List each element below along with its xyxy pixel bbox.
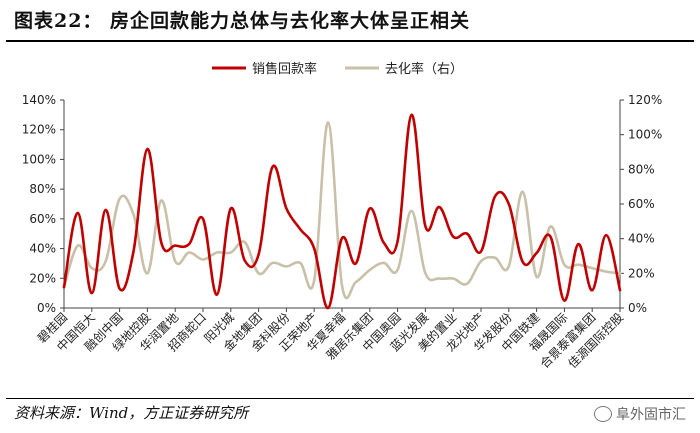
watermark-text: 阜外固市汇 [616, 407, 686, 423]
watermark: 阜外固市汇 [594, 404, 686, 424]
series-line-sell-through [62, 121, 622, 300]
right-tick-label: 120% [628, 93, 662, 107]
left-tick-label: 40% [29, 242, 56, 256]
left-tick-label: 120% [22, 123, 56, 137]
right-tick-label: 80% [628, 162, 655, 176]
left-tick-label: 20% [29, 271, 56, 285]
left-tick-label: 100% [22, 152, 56, 166]
title-divider [6, 40, 694, 42]
source-divider [6, 398, 694, 399]
right-tick-label: 40% [628, 232, 655, 246]
right-tick-label: 0% [628, 301, 647, 315]
line-chart: 0% 20% 40% 60% 80% 100% 120% 140% 0% 20% 40% 60% 80%… [22, 61, 663, 371]
page-title: 图表22： 房企回款能力总体与去化率大体呈正相关 [14, 10, 471, 32]
series-line-sales-collection [62, 113, 622, 310]
wechat-icon [594, 406, 612, 422]
legend-item-sales-collection-label: 销售回款率 [252, 61, 317, 77]
left-tick-label: 0% [37, 301, 56, 315]
left-tick-label: 80% [29, 182, 56, 196]
right-tick-label: 20% [628, 266, 655, 280]
source-note: 资料来源：Wind，方正证券研究所 [14, 404, 249, 422]
right-tick-label: 100% [628, 128, 662, 142]
left-tick-label: 140% [22, 93, 56, 107]
legend-item-sell-through-label: 去化率（右） [385, 61, 463, 77]
right-tick-label: 60% [628, 197, 655, 211]
left-tick-label: 60% [29, 212, 56, 226]
